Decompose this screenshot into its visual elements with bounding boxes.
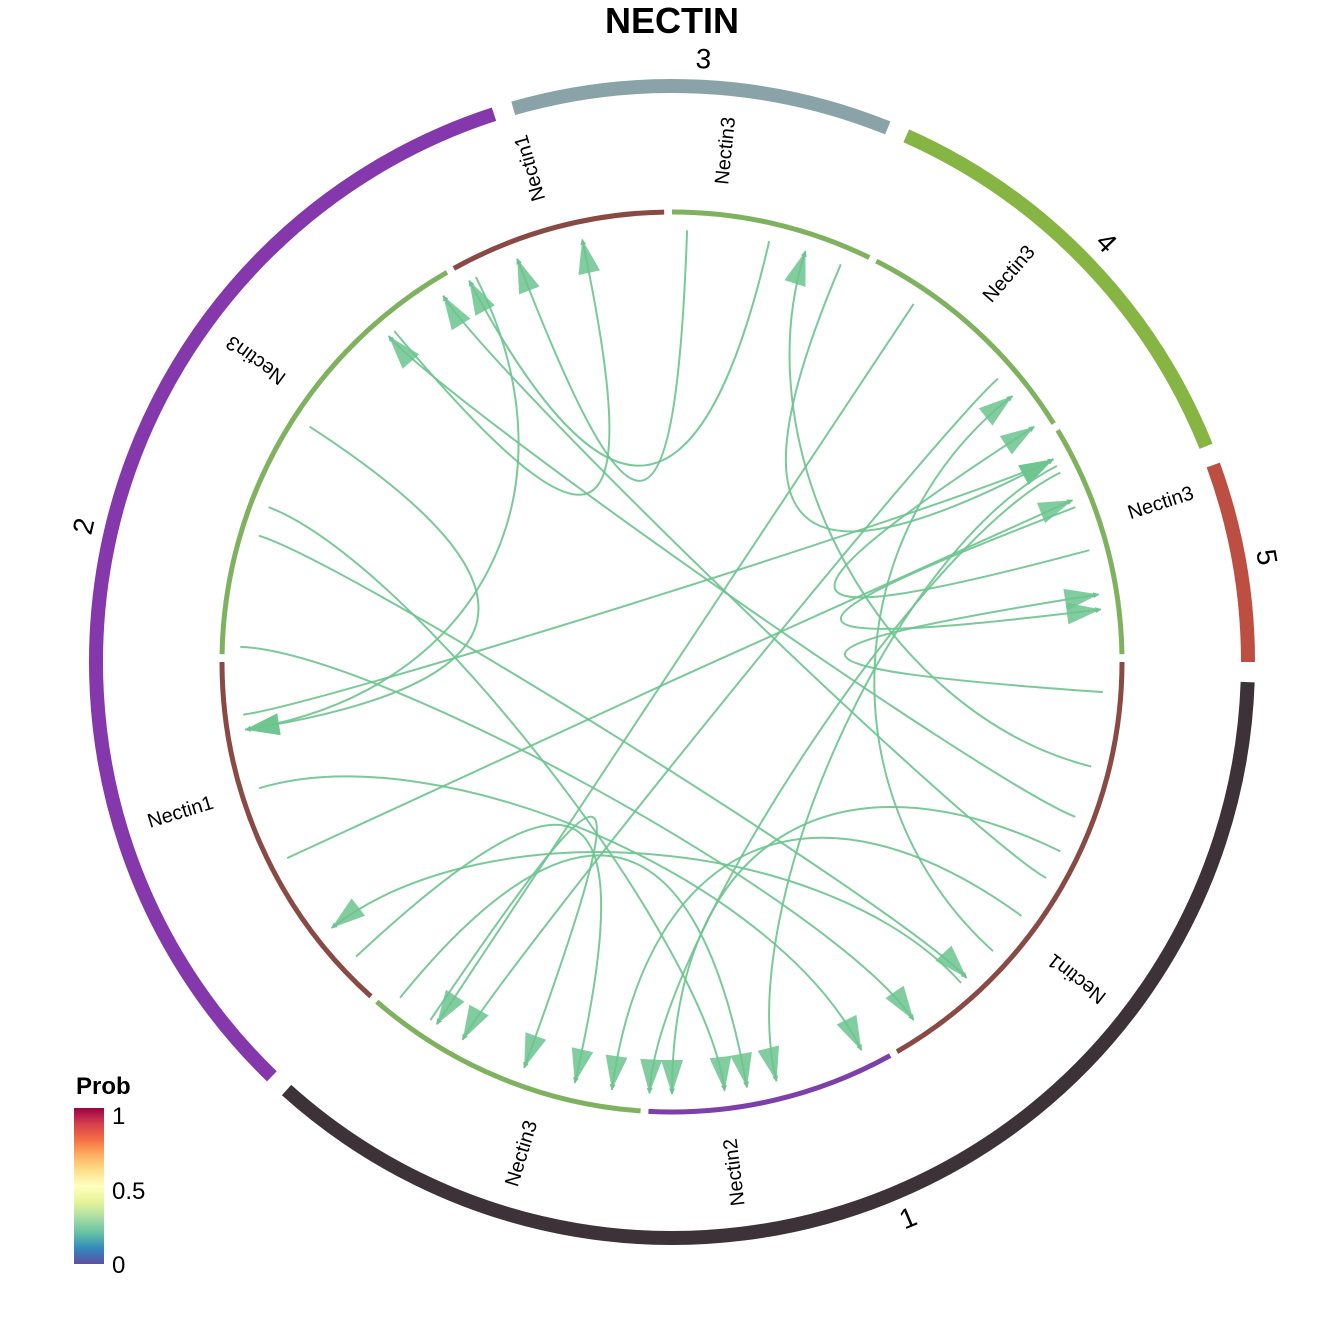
link-arrowhead xyxy=(1065,602,1101,625)
link xyxy=(330,851,962,984)
segment-label-nectin1: Nectin1 xyxy=(1044,949,1111,1008)
segment-label-nectin1: Nectin1 xyxy=(145,792,216,833)
link-arrowhead xyxy=(784,251,806,287)
prob-legend: Prob 1 0.5 0 xyxy=(74,1073,145,1279)
legend-tick-1: 1 xyxy=(112,1103,125,1130)
group-label-5: 5 xyxy=(1250,547,1283,568)
link xyxy=(399,854,750,1088)
group-label-4: 4 xyxy=(1090,226,1123,259)
link-arrowhead xyxy=(571,1047,594,1083)
segment-label-nectin3: Nectin3 xyxy=(501,1118,542,1189)
segment-arc-nectin1 xyxy=(895,661,1125,1054)
link xyxy=(387,335,1076,818)
legend-colorbar xyxy=(74,1108,104,1264)
link-arrowhead xyxy=(578,239,600,275)
segment-label-nectin1: Nectin1 xyxy=(510,132,550,203)
link xyxy=(442,295,1047,879)
link xyxy=(609,836,1023,1091)
link-arrowhead xyxy=(730,1052,752,1088)
link xyxy=(243,458,1054,716)
link xyxy=(833,425,1090,599)
link xyxy=(286,499,1074,859)
link-arrowhead xyxy=(245,713,281,736)
link xyxy=(873,395,1014,952)
link-arrowhead xyxy=(524,1032,547,1068)
link xyxy=(468,240,771,467)
segment-arc-nectin3 xyxy=(375,999,641,1114)
link xyxy=(461,377,999,1041)
link-arrowhead xyxy=(935,945,967,978)
link xyxy=(839,506,1102,630)
link xyxy=(244,425,480,732)
segment-label-nectin3: Nectin3 xyxy=(222,331,290,389)
link-arrowhead xyxy=(436,989,465,1025)
link-arrowhead xyxy=(661,1060,683,1094)
group-label-3: 3 xyxy=(695,43,712,75)
segment-labels: Nectin2 Nectin3 Nectin1 Nectin3 Nectin1 Necti… xyxy=(145,116,1197,1207)
group-label-2: 2 xyxy=(67,515,101,537)
segment-arcs xyxy=(219,209,1125,1115)
link-arrowhead xyxy=(517,258,540,295)
group-label-1: 1 xyxy=(895,1201,921,1236)
link xyxy=(788,250,1092,768)
link xyxy=(429,815,598,1069)
link-arrowhead xyxy=(836,1014,862,1051)
link xyxy=(669,806,1061,1095)
link xyxy=(646,471,1061,1094)
link xyxy=(768,465,1058,1082)
segment-label-nectin3: Nectin3 xyxy=(979,241,1040,307)
group-arcs xyxy=(89,79,1255,1245)
group-arc-1 xyxy=(281,681,1255,1245)
link-arrowhead xyxy=(462,1004,489,1040)
link xyxy=(516,230,689,482)
link-arrowhead xyxy=(605,1054,628,1090)
link xyxy=(393,238,611,496)
link xyxy=(355,823,603,1084)
segment-arc-nectin3 xyxy=(875,258,1056,425)
link-arrowhead xyxy=(709,1055,732,1091)
links xyxy=(240,230,1103,1095)
link-arrowhead xyxy=(1063,588,1099,611)
legend-tick-0-5: 0.5 xyxy=(112,1178,145,1205)
group-arc-5 xyxy=(1206,462,1255,663)
segment-arc-nectin3 xyxy=(1055,428,1125,655)
link-arrowhead xyxy=(999,426,1035,455)
link-arrowhead xyxy=(1018,459,1054,485)
segment-arc-nectin2 xyxy=(648,1053,892,1115)
link xyxy=(844,592,1103,694)
link-arrowhead xyxy=(388,336,420,369)
chart-title: NECTIN xyxy=(605,0,739,41)
segment-arc-nectin3 xyxy=(671,209,871,260)
group-arc-3 xyxy=(511,79,891,135)
segment-label-nectin2: Nectin2 xyxy=(720,1137,750,1207)
segment-arc-nectin1 xyxy=(452,209,665,271)
link xyxy=(240,645,915,1021)
link xyxy=(785,263,1054,533)
segment-arc-nectin3 xyxy=(219,270,449,655)
link-arrowhead xyxy=(443,295,471,331)
group-arc-2 xyxy=(89,107,497,1082)
segment-arc-nectin1 xyxy=(219,661,373,999)
link-arrowhead xyxy=(640,1058,663,1094)
segment-label-nectin3: Nectin3 xyxy=(1125,482,1196,524)
link xyxy=(435,303,915,1025)
link-arrowhead xyxy=(757,1045,779,1082)
link xyxy=(244,276,520,732)
link xyxy=(258,534,968,979)
group-labels: 1 2 3 4 5 xyxy=(67,43,1284,1235)
segment-label-nectin3: Nectin3 xyxy=(711,116,740,186)
link-arrowhead xyxy=(331,898,366,928)
legend-title: Prob xyxy=(76,1073,131,1100)
group-arc-4 xyxy=(903,129,1213,449)
link-arrowhead xyxy=(885,985,914,1021)
link-arrowhead xyxy=(978,396,1013,426)
link-arrowhead xyxy=(469,280,495,316)
legend-tick-0: 0 xyxy=(112,1252,125,1279)
link-arrowhead xyxy=(1036,500,1073,524)
